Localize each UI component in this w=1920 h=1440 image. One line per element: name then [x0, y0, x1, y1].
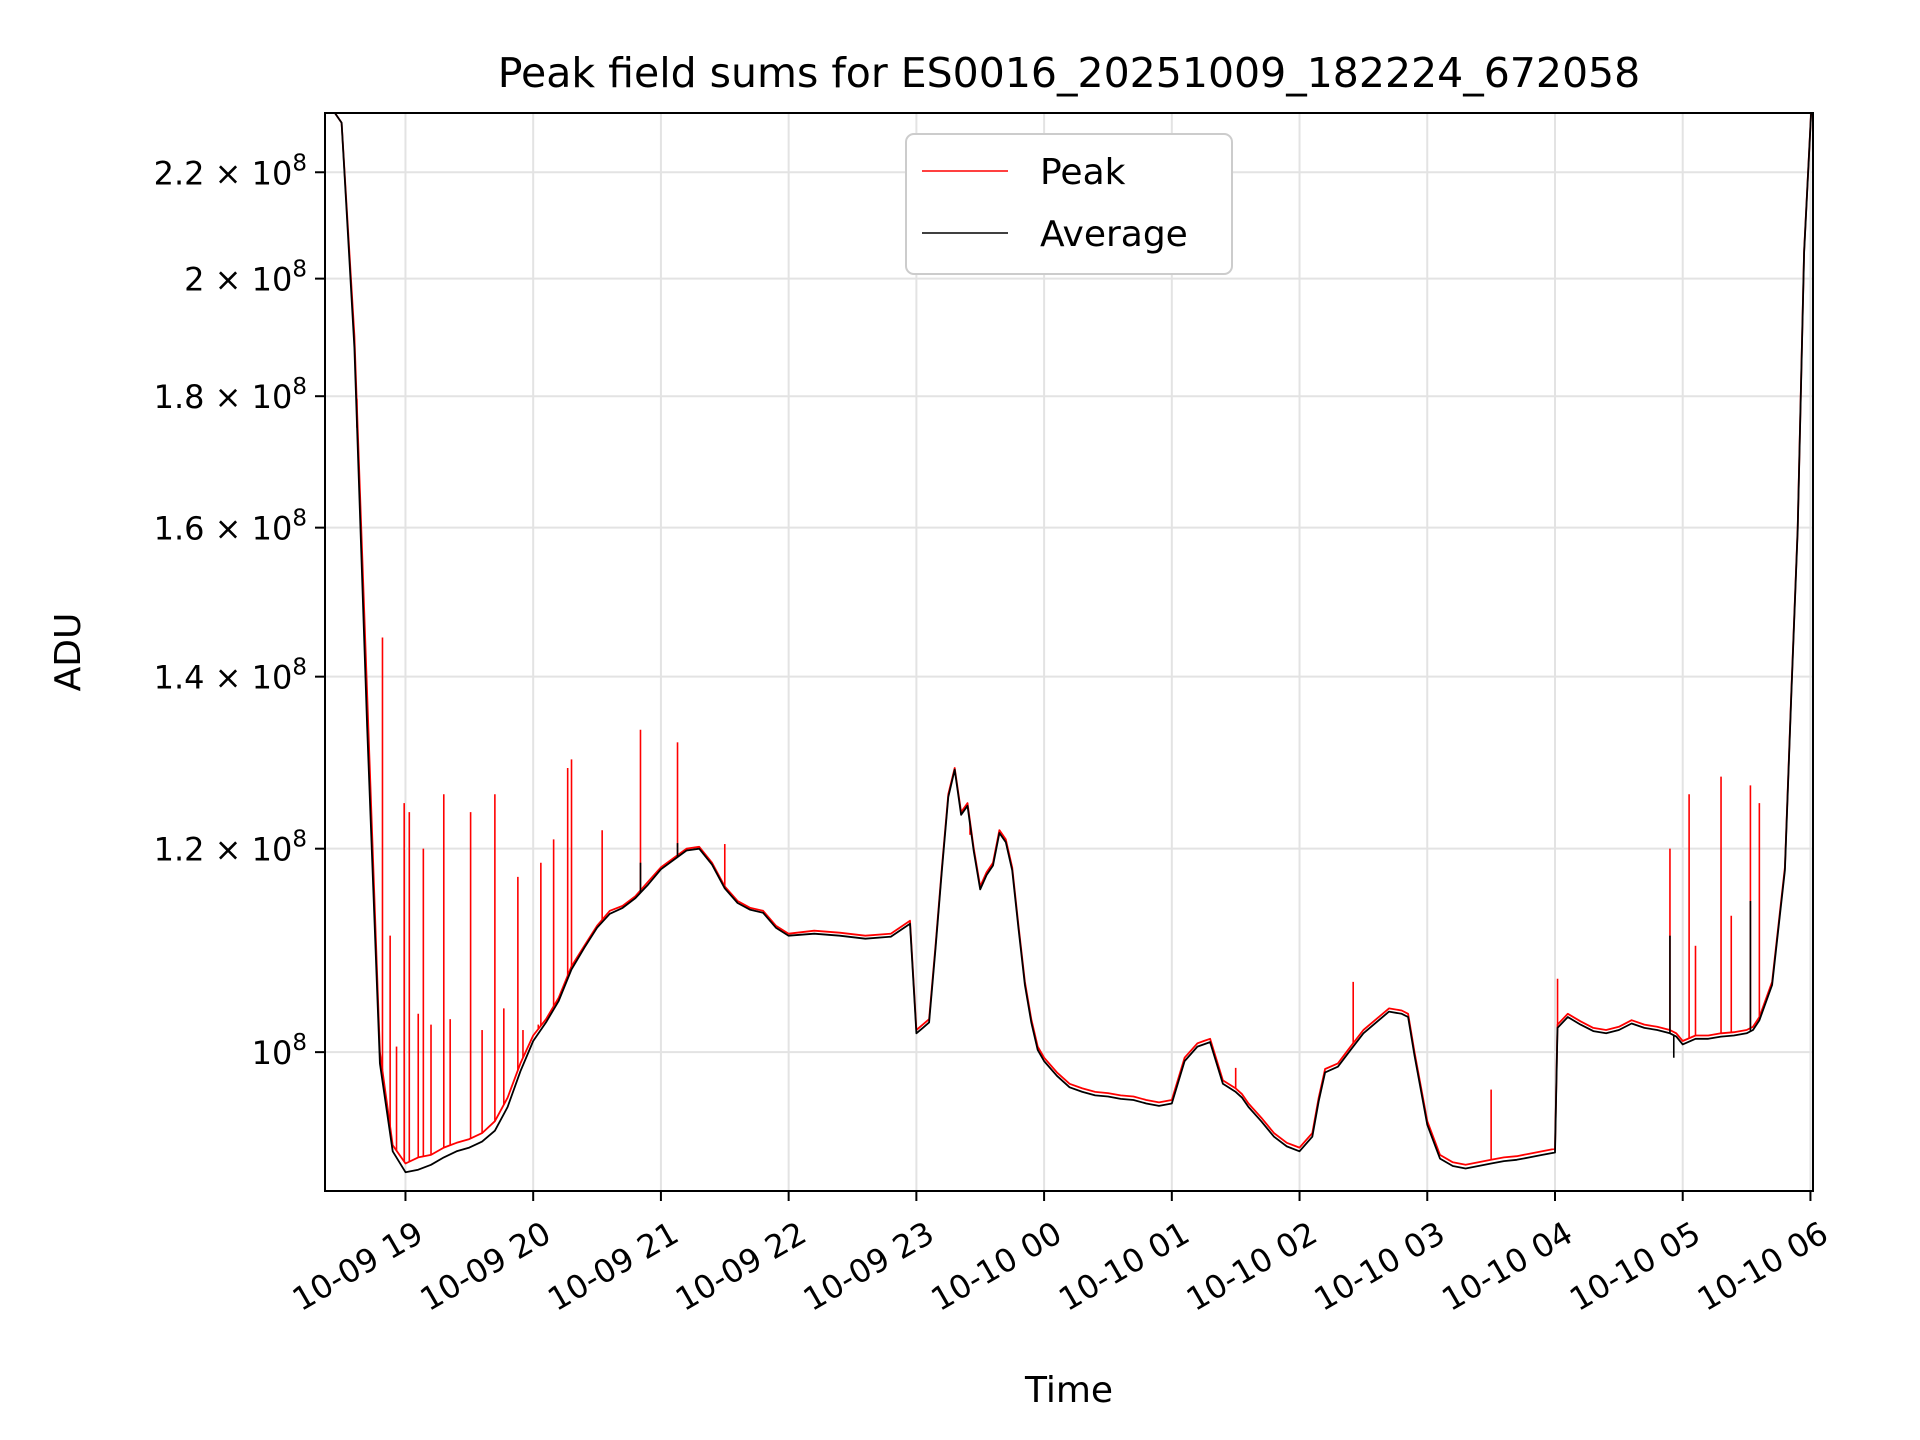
y-tick-label: 1.8 × 108 [154, 374, 307, 416]
x-tick-label: 10-10 01 [1052, 1214, 1196, 1319]
x-tick-label: 10-10 03 [1308, 1214, 1452, 1319]
x-tick-label: 10-10 04 [1435, 1214, 1579, 1319]
legend-peak-label: Peak [1040, 152, 1126, 193]
plot-frame [324, 112, 1814, 1192]
x-tick-label: 10-09 20 [414, 1214, 558, 1319]
y-tick-label: 108 [252, 1030, 307, 1072]
series-layer [333, 113, 1813, 1174]
x-tick-label: 10-10 00 [924, 1214, 1068, 1319]
y-axis: 108 1.2 × 108 1.4 × 108 1.6 × 108 1.8 × 108 2… [154, 150, 325, 1072]
legend-average-label: Average [1040, 214, 1188, 255]
x-tick-label: 10-10 06 [1691, 1214, 1835, 1319]
y-tick-label: 2.2 × 108 [154, 150, 307, 192]
x-tick-label: 10-09 23 [797, 1214, 941, 1319]
y-tick-label: 1.6 × 108 [154, 506, 307, 548]
grid-lines [325, 113, 1813, 1191]
x-tick-label: 10-10 02 [1180, 1214, 1324, 1319]
series-average [333, 113, 1813, 1174]
legend-box [905, 133, 1233, 275]
y-tick-label: 1.4 × 108 [154, 655, 307, 697]
legend: Peak Average [905, 133, 1233, 275]
series-line-peak [333, 113, 1812, 1166]
x-tick-label: 10-10 05 [1563, 1214, 1707, 1319]
x-tick-label: 10-09 19 [286, 1214, 430, 1319]
y-tick-label: 1.2 × 108 [154, 827, 307, 869]
y-tick-label: 2 × 108 [184, 257, 307, 299]
y-axis-label: ADU [48, 613, 89, 692]
series-peak [333, 113, 1812, 1166]
chart-title: Peak field sums for ES0016_20251009_1822… [498, 49, 1640, 97]
x-tick-label: 10-09 21 [541, 1214, 685, 1319]
x-tick-label: 10-09 22 [669, 1214, 813, 1319]
series-line-average [333, 113, 1813, 1174]
x-axis-label: Time [1024, 1370, 1113, 1411]
